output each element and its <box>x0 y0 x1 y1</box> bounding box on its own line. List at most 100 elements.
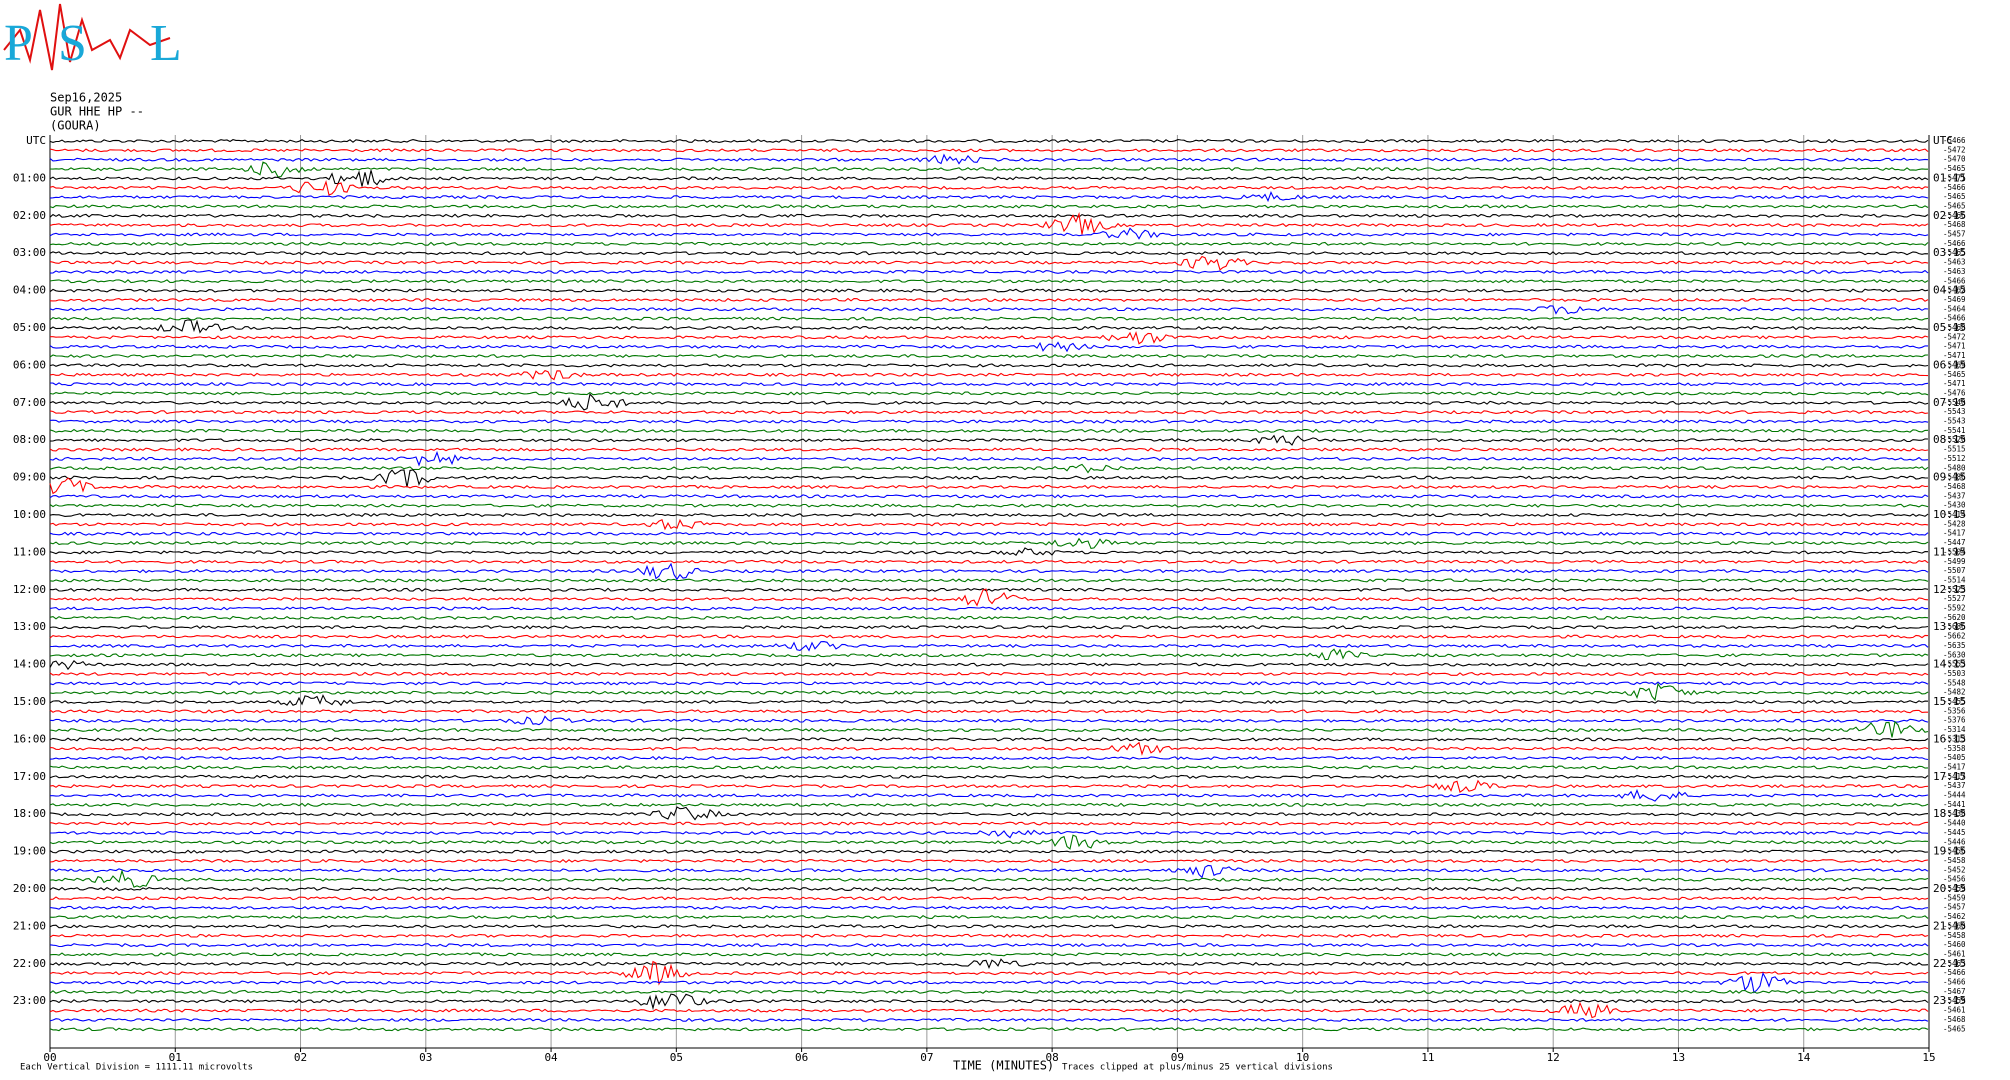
offset-label: -5463 <box>1943 959 1966 968</box>
right-time-label: 21:15 <box>1933 919 1966 932</box>
trace <box>49 641 1929 652</box>
right-time-label: 02:15 <box>1933 209 1966 222</box>
offset-label: -5460 <box>1943 921 1966 930</box>
trace <box>49 709 1928 714</box>
offset-label: -5461 <box>1943 1006 1966 1015</box>
offset-label: -5441 <box>1943 800 1966 809</box>
offset-label: -5376 <box>1943 716 1966 725</box>
offset-label: -5459 <box>1943 996 1966 1005</box>
offset-label: -5313 <box>1943 734 1966 743</box>
offset-label: -5458 <box>1943 931 1966 940</box>
offset-label: -5438 <box>1943 809 1966 818</box>
trace <box>49 896 1929 901</box>
right-time-label: 08:15 <box>1933 433 1966 446</box>
offset-label: -5467 <box>1943 987 1966 996</box>
trace <box>49 834 1929 850</box>
x-tick-label: 09 <box>1171 1051 1184 1064</box>
right-time-label: 12:15 <box>1933 583 1966 596</box>
offset-label: -5466 <box>1943 211 1966 220</box>
x-tick-label: 13 <box>1672 1051 1685 1064</box>
left-time-label: 14:00 <box>13 658 46 671</box>
trace <box>49 469 1929 488</box>
offset-label: -5543 <box>1943 407 1966 416</box>
offset-label: -5466 <box>1943 968 1966 977</box>
offset-label: -5437 <box>1943 781 1966 790</box>
trace <box>49 671 1929 676</box>
offset-label: -5543 <box>1943 417 1966 426</box>
trace <box>49 148 1929 153</box>
left-time-label: UTC <box>26 134 46 147</box>
left-time-label: 19:00 <box>13 845 46 858</box>
offset-label: -5620 <box>1943 613 1966 622</box>
left-time-label: 02:00 <box>13 209 46 222</box>
trace <box>49 562 1929 581</box>
offset-label: -5527 <box>1943 594 1966 603</box>
trace <box>49 802 1929 807</box>
offset-label: -5445 <box>1943 828 1966 837</box>
offset-label: -5480 <box>1943 463 1966 472</box>
offset-label: -5444 <box>1943 791 1966 800</box>
left-time-label: 01:00 <box>13 171 46 184</box>
right-time-label: 13:15 <box>1933 620 1966 633</box>
trace <box>49 512 1929 518</box>
offset-label: -5358 <box>1943 744 1966 753</box>
offset-label: -5469 <box>1943 360 1966 369</box>
trace <box>49 138 1929 144</box>
trace <box>49 924 1929 929</box>
x-axis-label: TIME (MINUTES) <box>953 1059 1054 1073</box>
left-time-label: 06:00 <box>13 358 46 371</box>
logo-letter: S <box>58 15 87 72</box>
station: GUR HHE HP -- <box>50 105 144 119</box>
offset-label: -5463 <box>1943 258 1966 267</box>
offset-label: -5405 <box>1943 753 1966 762</box>
offset-label: -5515 <box>1943 445 1966 454</box>
trace <box>49 779 1929 793</box>
offset-label: -5686 <box>1943 622 1966 631</box>
trace <box>49 989 1929 994</box>
x-tick-label: 14 <box>1797 1051 1811 1064</box>
offset-label: -5472 <box>1943 145 1966 154</box>
offset-label: -5486 <box>1943 473 1966 482</box>
date: Sep16,2025 <box>50 91 122 105</box>
right-time-label: 15:15 <box>1933 695 1966 708</box>
trace <box>49 821 1929 826</box>
offset-label: -5540 <box>1943 398 1966 407</box>
offset-label: -5417 <box>1943 772 1966 781</box>
left-time-label: 20:00 <box>13 882 46 895</box>
trace <box>49 806 1929 821</box>
trace <box>49 305 1929 315</box>
trace <box>49 971 1929 994</box>
left-time-label: 05:00 <box>13 321 46 334</box>
trace <box>49 354 1929 359</box>
left-time-label: 13:00 <box>13 620 46 633</box>
trace <box>50 330 1929 345</box>
traces: -5466-5472-5470-5465-5471-5466-5465-5465… <box>49 136 1966 1033</box>
offset-label: -5507 <box>1943 566 1966 575</box>
x-tick-label: 01 <box>169 1051 182 1064</box>
offset-label: -5464 <box>1943 304 1966 313</box>
trace <box>49 864 1929 879</box>
offset-label: -5466 <box>1943 276 1966 285</box>
trace <box>49 227 1929 240</box>
trace <box>49 634 1929 639</box>
trace <box>49 447 1929 452</box>
trace <box>49 153 1929 165</box>
right-time-label: 07:15 <box>1933 396 1966 409</box>
trace <box>49 578 1929 583</box>
trace <box>49 391 1929 396</box>
trace <box>49 531 1929 536</box>
trace <box>49 952 1929 957</box>
trace <box>49 204 1929 209</box>
trace <box>49 363 1929 368</box>
offset-label: -5465 <box>1943 248 1966 257</box>
trace <box>49 190 1929 203</box>
offset-label: -5428 <box>1943 519 1966 528</box>
trace <box>49 682 1929 702</box>
right-time-label: 19:15 <box>1933 845 1966 858</box>
left-time-label: 10:00 <box>13 508 46 521</box>
offset-label: -5466 <box>1943 239 1966 248</box>
x-tick-label: 03 <box>419 1051 432 1064</box>
offset-label: -5356 <box>1943 706 1966 715</box>
offset-label: -5471 <box>1943 351 1966 360</box>
